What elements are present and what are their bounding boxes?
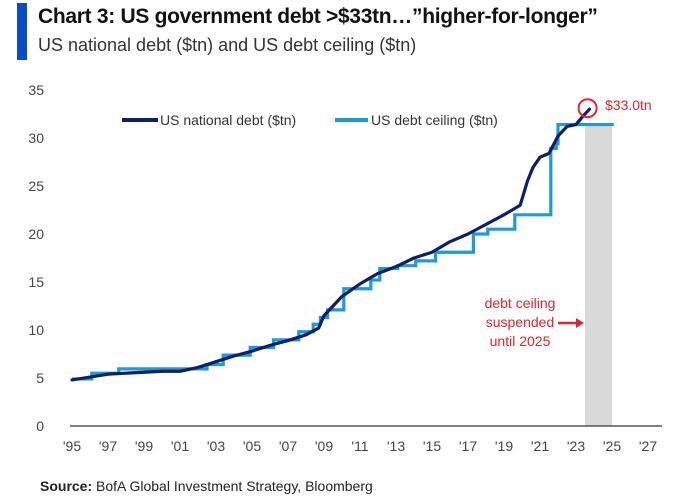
x-tick-label: '19: [495, 438, 513, 454]
suspension-note-line-1: debt ceiling: [485, 295, 556, 311]
y-tick-label: 5: [36, 370, 44, 386]
x-tick-label: '99: [135, 438, 153, 454]
latest-value-circle: [577, 98, 598, 119]
chart-subtitle: US national debt ($tn) and US debt ceili…: [38, 35, 417, 55]
x-tick-label: '03: [207, 438, 225, 454]
y-tick-label: 10: [28, 322, 44, 338]
x-tick-label: '27: [639, 438, 657, 454]
suspension-note-line-3: until 2025: [490, 333, 551, 349]
x-tick-label: '17: [459, 438, 477, 454]
x-tick-label: '95: [63, 438, 81, 454]
y-tick-label: 30: [28, 130, 44, 146]
chart-title: Chart 3: US government debt >$33tn…”high…: [38, 5, 598, 28]
source-note: Source: BofA Global Investment Strategy,…: [40, 478, 373, 494]
title-accent-bar: [17, 3, 27, 60]
x-tick-label: '23: [567, 438, 585, 454]
x-tick-label: '01: [171, 438, 189, 454]
x-tick-label: '15: [423, 438, 441, 454]
y-tick-label: 35: [28, 82, 44, 98]
x-tick-label: '05: [243, 438, 261, 454]
x-tick-label: '13: [387, 438, 405, 454]
y-tick-label: 20: [28, 226, 44, 242]
y-tick-label: 25: [28, 178, 44, 194]
suspension-note-line-2: suspended: [486, 314, 555, 330]
x-tick-label: '25: [603, 438, 621, 454]
x-tick-label: '97: [99, 438, 117, 454]
arrow-icon: [558, 318, 584, 328]
x-tick-label: '21: [531, 438, 549, 454]
series-national-debt: [70, 107, 592, 382]
x-tick-label: '11: [351, 438, 368, 454]
source-label: Source:: [40, 478, 93, 494]
latest-value-label: $33.0tn: [605, 97, 652, 113]
y-tick-label: 15: [28, 274, 44, 290]
x-tick-label: '07: [279, 438, 297, 454]
x-tick-label: '09: [315, 438, 333, 454]
suspension-shaded-region: [585, 124, 612, 426]
source-text: BofA Global Investment Strategy, Bloombe…: [92, 478, 373, 494]
legend-label-national-debt: US national debt ($tn): [160, 112, 296, 128]
y-tick-label: 0: [36, 418, 44, 434]
legend-label-debt-ceiling: US debt ceiling ($tn): [371, 112, 498, 128]
